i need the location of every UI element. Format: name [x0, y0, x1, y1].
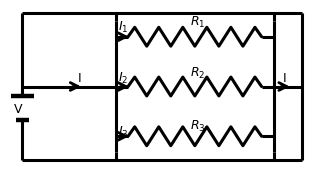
Text: $R_2$: $R_2$: [190, 66, 206, 81]
Text: $I_3$: $I_3$: [118, 124, 129, 140]
Text: $I_1$: $I_1$: [118, 20, 129, 35]
Text: $R_1$: $R_1$: [190, 15, 206, 30]
Text: $I_2$: $I_2$: [118, 71, 129, 86]
Text: I: I: [78, 72, 82, 85]
Text: I: I: [283, 72, 287, 85]
Text: V: V: [13, 103, 22, 116]
Text: $R_3$: $R_3$: [190, 119, 206, 134]
